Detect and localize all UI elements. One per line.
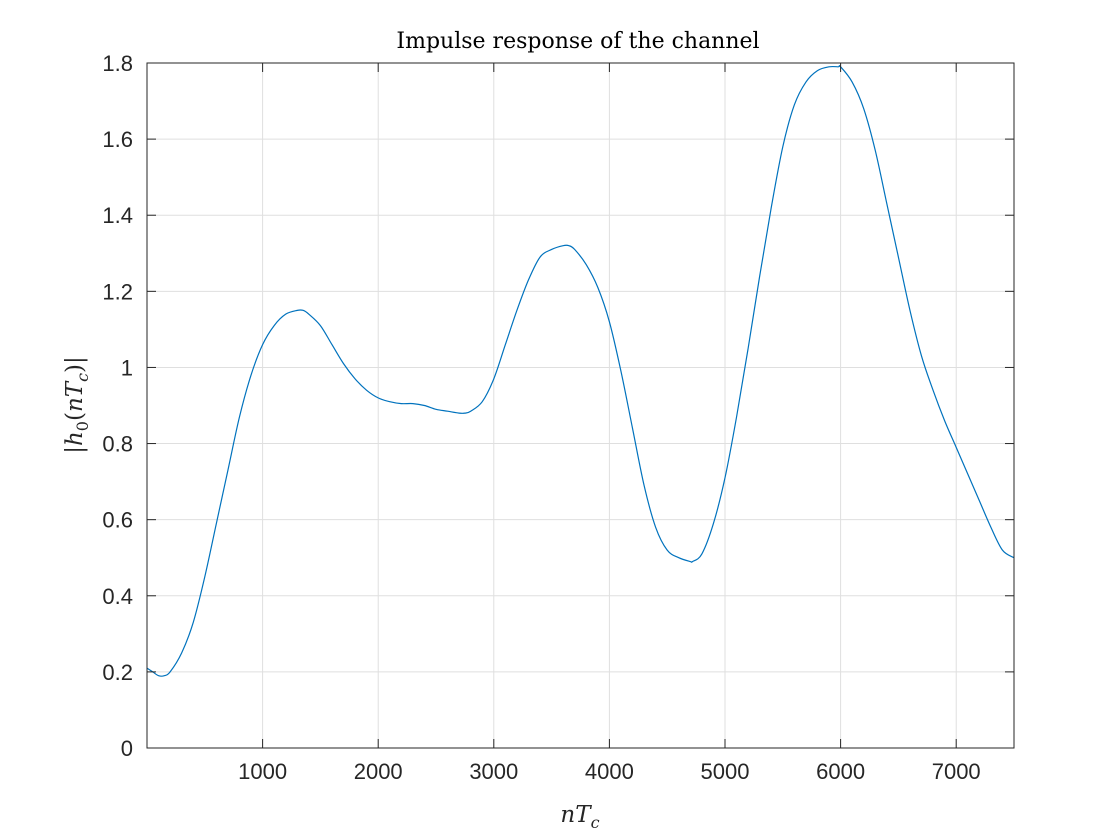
x-tick-label: 5000 bbox=[701, 759, 750, 784]
y-axis-label-paren-open: ( bbox=[62, 412, 88, 421]
x-tick-label: 6000 bbox=[816, 759, 865, 784]
x-tick-label: 7000 bbox=[932, 759, 981, 784]
x-axis-label-T: T bbox=[575, 802, 592, 828]
x-axis-label-sub: c bbox=[591, 813, 600, 832]
y-tick-label: 1.8 bbox=[102, 51, 133, 76]
y-tick-labels: 0 0.2 0.4 0.6 0.8 1 1.2 1.4 1.6 1.8 bbox=[102, 51, 133, 761]
y-tick-label: 0.4 bbox=[102, 584, 133, 609]
y-tick-label: 1.2 bbox=[102, 279, 133, 304]
y-tick-label: 0.8 bbox=[102, 432, 133, 457]
y-axis-label: |h0(nTc)| bbox=[62, 356, 92, 454]
x-axis-label: nTc bbox=[560, 802, 599, 832]
tick-marks bbox=[147, 62, 1014, 749]
x-axis-label-n: n bbox=[560, 802, 575, 828]
plot-area bbox=[147, 63, 1014, 748]
y-axis-label-sub0: 0 bbox=[73, 421, 92, 431]
x-tick-label: 3000 bbox=[469, 759, 518, 784]
y-tick-label: 1.6 bbox=[102, 127, 133, 152]
x-tick-label: 1000 bbox=[238, 759, 287, 784]
y-tick-label: 0.6 bbox=[102, 508, 133, 533]
x-tick-labels: 1000 2000 3000 4000 5000 6000 7000 bbox=[238, 759, 981, 784]
y-axis-label-paren-close: )| bbox=[62, 356, 88, 373]
axes-frame bbox=[146, 62, 1015, 749]
series-group bbox=[146, 65, 1015, 677]
y-axis-label-bar-left: | bbox=[62, 446, 88, 454]
series-line bbox=[146, 65, 1015, 677]
x-tick-label: 4000 bbox=[585, 759, 634, 784]
y-tick-label: 0.2 bbox=[102, 660, 133, 685]
y-axis-label-nT: nT bbox=[62, 380, 88, 412]
y-tick-label: 1.4 bbox=[102, 203, 133, 228]
y-tick-label: 0 bbox=[121, 736, 133, 761]
x-tick-label: 2000 bbox=[354, 759, 403, 784]
y-axis-label-subc: c bbox=[73, 373, 92, 382]
y-axis-label-h: h bbox=[62, 431, 88, 446]
chart-title: Impulse response of the channel bbox=[396, 29, 759, 54]
y-tick-label: 1 bbox=[121, 355, 133, 380]
